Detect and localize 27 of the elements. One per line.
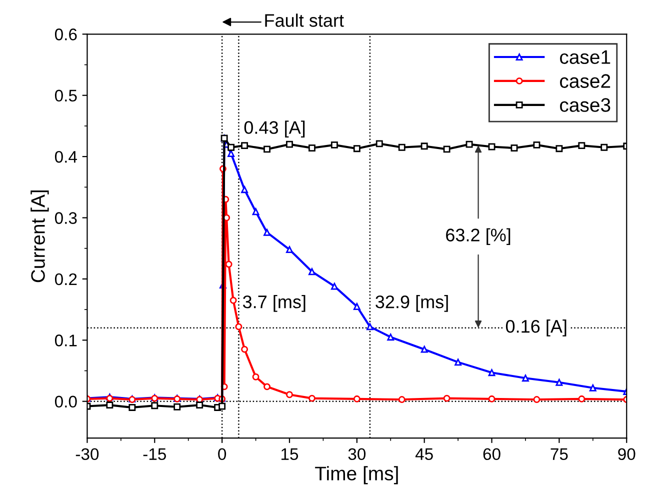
x-tick-label: 30 (348, 448, 366, 460)
y-tick-label: 0.2 (54, 273, 77, 286)
annotation: 3.7 [ms] (242, 295, 306, 312)
y-tick-label: 0.3 (54, 212, 77, 224)
x-tick-label: 0 (218, 448, 226, 460)
x-tick-label: 90 (618, 448, 636, 460)
y-axis-title: Current [A] (30, 190, 49, 282)
legend-label: case2 (560, 74, 610, 88)
x-tick-label: -30 (76, 448, 99, 460)
y-tick-label: 0.6 (54, 28, 77, 40)
annotation: 63.2 [%] (446, 228, 510, 246)
x-tick-label: 75 (550, 448, 568, 460)
x-tick-label: 15 (281, 448, 298, 460)
annotation: 0.43 [A] (244, 120, 305, 138)
y-tick-label: 0.1 (54, 334, 77, 346)
y-tick-label: 0.5 (54, 90, 77, 102)
y-tick-label: 0.4 (54, 150, 77, 163)
annotation: 32.9 [ms] (376, 295, 448, 312)
y-tick-label: 0.0 (54, 396, 77, 408)
legend-label: case3 (560, 98, 610, 112)
ref-line-label: Fault start (265, 14, 344, 27)
x-axis-title: Time [ms] (315, 466, 398, 484)
legend-label: case1 (560, 50, 610, 64)
x-tick-label: 60 (483, 448, 500, 460)
annotation: 0.16 [A] (506, 320, 566, 336)
x-tick-label: -15 (143, 448, 166, 460)
x-tick-label: 45 (415, 448, 433, 460)
